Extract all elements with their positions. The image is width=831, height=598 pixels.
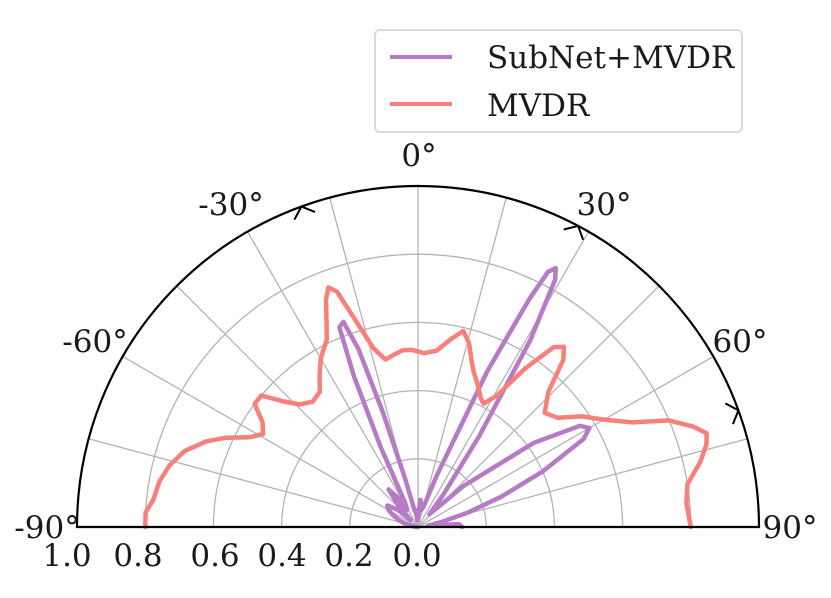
- angular-gridline-30: [246, 231, 419, 528]
- tick-labels: -90° -60° -30° 0° 30° 60° 90° 1.0 0.8 0.6 0.4 0.2 0.…: [14, 138, 817, 574]
- series-line-mvdr: [142, 285, 709, 530]
- target-markers: [293, 205, 740, 425]
- legend: SubNet+MVDR MVDR: [374, 29, 743, 133]
- polar-frame: [75, 184, 761, 529]
- angular-tick-label-60: -60°: [62, 324, 127, 360]
- radial-tick-label-1-0: 1.0: [42, 538, 91, 574]
- radial-tick-label-0-0: 0.0: [392, 538, 441, 574]
- angular-gridline-45: [417, 285, 660, 528]
- angular-tick-label-30: -30°: [198, 187, 263, 223]
- polar-outer-frame: [75, 184, 761, 529]
- series-line-subnet-mvdr: [337, 265, 592, 530]
- radial-tick-label-0-8: 0.8: [113, 538, 162, 574]
- angular-gridline-15: [417, 197, 507, 528]
- series-lines: [142, 265, 709, 530]
- radial-tick-label-0-2: 0.2: [324, 538, 373, 574]
- angular-tick-label-30: 30°: [577, 187, 632, 223]
- radial-tick-label-0-6: 0.6: [190, 538, 239, 574]
- target-marker-70: [724, 402, 740, 425]
- angular-gridline-30: [417, 231, 590, 528]
- angular-gridline-60: [122, 355, 419, 528]
- angular-tick-label-60: 60°: [713, 324, 768, 360]
- target-marker-20: [293, 205, 316, 221]
- angular-tick-label-90: -90°: [14, 510, 79, 546]
- angular-tick-label-0: 0°: [401, 138, 436, 174]
- legend-box: [374, 29, 743, 133]
- polar-grid: [88, 186, 748, 528]
- angular-tick-label-90: 90°: [763, 510, 818, 546]
- angular-gridline-45: [176, 285, 419, 528]
- angular-gridline-75: [88, 438, 419, 528]
- legend-label-subnet-mvdr: SubNet+MVDR: [487, 40, 736, 76]
- legend-label-mvdr: MVDR: [487, 88, 591, 124]
- target-marker-28: [563, 224, 585, 241]
- angular-gridline-60: [417, 355, 714, 528]
- radial-tick-label-0-4: 0.4: [257, 538, 306, 574]
